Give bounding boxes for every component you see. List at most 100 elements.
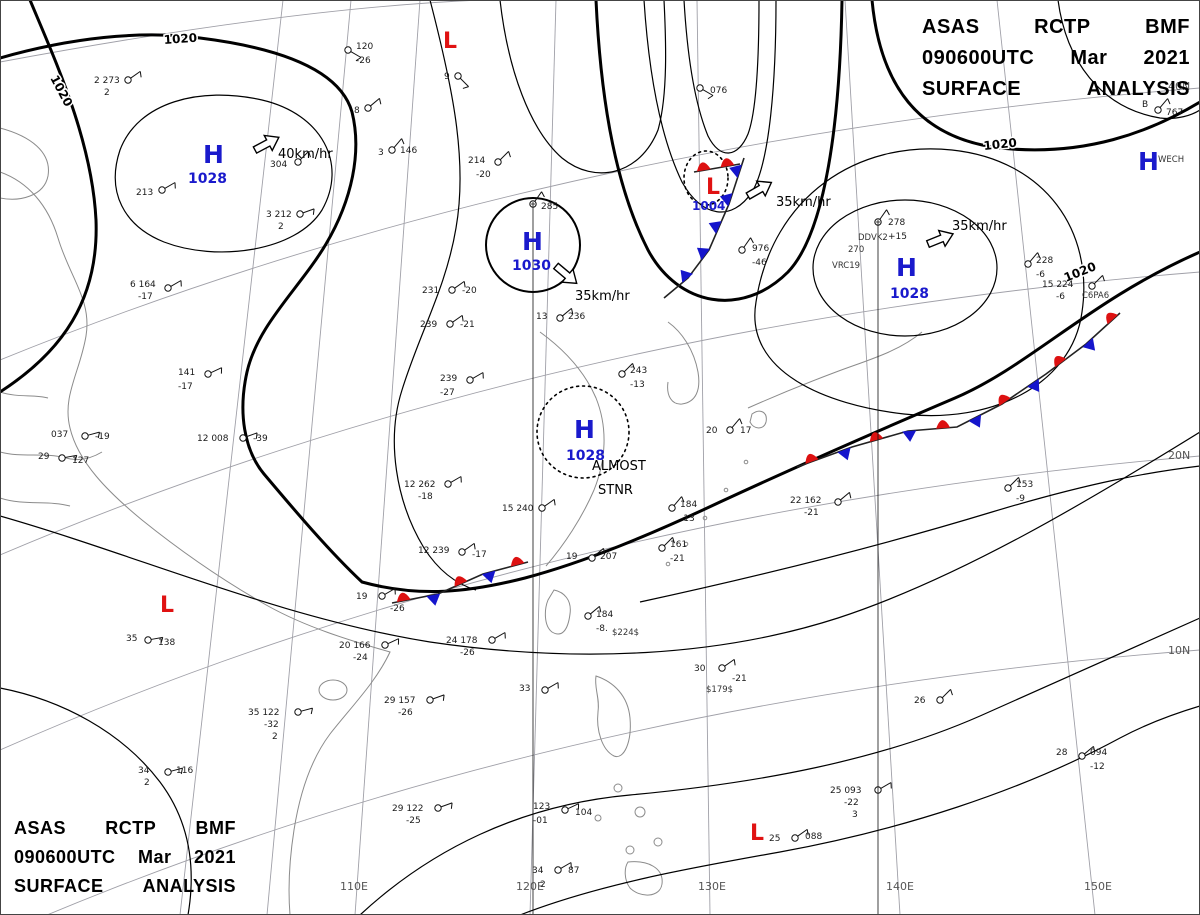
wind-barb-shaft-icon xyxy=(464,542,475,551)
wind-barb-shaft-icon xyxy=(452,314,463,323)
wind-barb-tick-icon xyxy=(681,496,685,503)
station-plot: 120-26 xyxy=(344,42,373,66)
station-circle-icon xyxy=(364,104,372,112)
station-value: -39 xyxy=(253,434,268,444)
station-value: 3 xyxy=(378,148,384,158)
wind-barb-tick-icon xyxy=(463,281,466,288)
station-circle-icon xyxy=(378,592,386,600)
isobars-group-shape xyxy=(359,617,1200,915)
annotation: STNR xyxy=(598,483,633,498)
warm-front-symbol xyxy=(936,420,951,429)
wind-barb-tick-icon xyxy=(508,151,511,158)
isobars-group-shape xyxy=(1057,0,1200,120)
station-value: -20 xyxy=(476,170,491,180)
station-circle-icon xyxy=(494,158,502,166)
station-plot: 231 -20 xyxy=(422,280,477,296)
datetime-line: 090600UTC Mar 2021 xyxy=(14,847,236,867)
station-plot: 26 xyxy=(914,689,953,706)
station-value: -19 xyxy=(95,432,110,442)
low-symbol: L xyxy=(443,29,457,54)
station-value: 12 008 xyxy=(197,434,229,444)
graticule-shape xyxy=(0,0,481,63)
station-value: -46 xyxy=(752,258,767,268)
graticule-shape xyxy=(529,0,557,915)
annotation: DDVK2 xyxy=(858,233,888,243)
station-plot: 767 B xyxy=(1142,98,1183,118)
station-value: -20 xyxy=(462,286,477,296)
wind-barb-shaft-icon xyxy=(731,418,741,428)
wind-speed-label: 35km/hr xyxy=(575,289,630,304)
wind-barb-tick-icon xyxy=(849,492,852,499)
wind-barb-shaft-icon xyxy=(384,588,396,595)
graticule-shape xyxy=(354,0,421,915)
wind-barb-shaft-icon xyxy=(562,307,572,317)
cold-front-symbol xyxy=(729,164,742,178)
isobar-label: 1020 xyxy=(47,73,75,109)
station-value: B xyxy=(1142,100,1148,110)
isobar-label: 1020 xyxy=(983,136,1018,153)
station-value: 2 xyxy=(540,880,546,890)
station-value: 34 xyxy=(532,866,544,876)
high-pressure-value: 1028 xyxy=(890,286,929,302)
station-value: 87 xyxy=(568,866,579,876)
high-pressure-center: H 1028 xyxy=(890,253,929,302)
warm-front-symbol xyxy=(396,592,411,603)
coastlines-shape xyxy=(0,497,71,507)
station-value: 207 xyxy=(600,552,617,562)
wind-barb-tick-icon xyxy=(461,315,464,322)
isobars-group-shape xyxy=(594,0,844,302)
wind-barb-shaft-icon xyxy=(210,367,222,374)
station-value: 153 xyxy=(1016,480,1033,490)
wind-barb-shaft-icon xyxy=(797,828,808,837)
station-value: 34 xyxy=(138,766,150,776)
coastlines-shape xyxy=(624,861,663,896)
coastlines-shape xyxy=(683,541,689,547)
low-pressure-value: 1004 xyxy=(692,199,725,213)
station-value: 123 xyxy=(533,802,550,812)
station-circle-icon xyxy=(204,370,212,378)
coastlines-shape xyxy=(613,783,623,793)
station-value: -27 xyxy=(440,388,455,398)
station-plot: 161-21 xyxy=(658,537,687,564)
station-plot: 19 207 xyxy=(566,547,617,562)
station-plot: 153-9 xyxy=(1004,477,1033,504)
wind-barb-tick-icon xyxy=(541,191,545,198)
wind-barb-shaft-icon xyxy=(440,802,453,808)
station-value: 2 xyxy=(272,732,278,742)
isobars-group-shape xyxy=(393,0,477,591)
longitude-label: 110E xyxy=(340,880,368,893)
station-circle-icon xyxy=(588,554,596,562)
wind-barb-tick-icon xyxy=(599,606,602,613)
annotation: VRC19 xyxy=(832,261,860,271)
high-symbol: H xyxy=(522,227,543,256)
station-circle-icon xyxy=(458,548,466,556)
station-circle-icon xyxy=(164,284,172,292)
station-circle-icon xyxy=(448,286,456,294)
station-plot: 141-17 xyxy=(178,367,223,392)
wind-barb-tick-icon xyxy=(450,802,453,809)
station-plot: 184-13 xyxy=(668,496,697,524)
station-plot: 12 239 -17 xyxy=(418,542,487,560)
coastlines-shape xyxy=(318,679,348,701)
annotation: ALMOST xyxy=(592,459,646,474)
station-value: 104 xyxy=(575,808,592,818)
coastlines-shape xyxy=(665,561,671,567)
station-circle-icon xyxy=(1088,282,1096,290)
cold-front-symbol xyxy=(719,193,733,207)
isobars-group-shape xyxy=(114,94,333,253)
warm-front-symbol xyxy=(1054,355,1067,368)
wind-barb-tick-icon xyxy=(806,829,809,836)
station-value: -26 xyxy=(390,604,405,614)
wind-barb-tick-icon xyxy=(1037,252,1041,259)
station-plot: 3 212 2 xyxy=(266,208,315,232)
wind-barb-shaft-icon xyxy=(245,432,258,438)
station-circle-icon xyxy=(434,804,442,812)
station-value: -8. xyxy=(596,624,608,634)
station-value: -17 xyxy=(138,292,153,302)
graticule-shape xyxy=(844,0,901,915)
station-plot: 228-6 xyxy=(1024,252,1053,280)
wind-speed-arrow: 40km/hr xyxy=(252,134,333,162)
station-value: 236 xyxy=(568,312,585,322)
coastlines xyxy=(0,127,923,915)
